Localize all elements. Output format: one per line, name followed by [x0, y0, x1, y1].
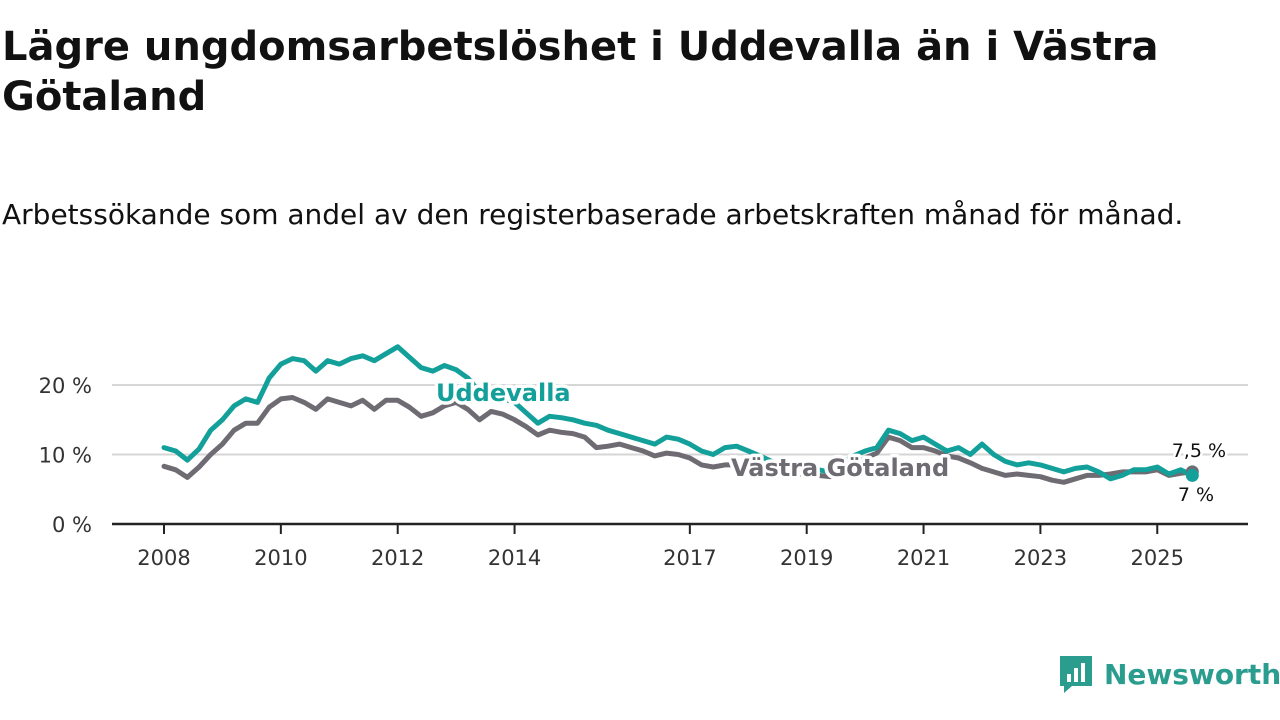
newsworthy-logo-text: Newsworthy [1104, 657, 1280, 691]
x-tick-label: 2008 [137, 546, 190, 570]
series-labels: Uddevalla Västra Götaland 7,5 % 7 % [433, 376, 1229, 509]
x-tick-label: 2021 [897, 546, 950, 570]
x-tick-label: 2017 [663, 546, 716, 570]
vastra-gotaland-end-label: 7,5 % [1172, 440, 1226, 462]
newsworthy-logo-icon [1060, 656, 1092, 693]
x-axis-ticks: 2008 2010 2012 2014 2017 2019 2021 2023 2025 [137, 524, 1184, 570]
x-tick-label: 2025 [1131, 546, 1184, 570]
vastra-gotaland-label: Västra Götaland [731, 454, 949, 482]
gridlines [112, 384, 1248, 456]
line-chart: 0 % 10 % 20 % 2008 2010 2012 2014 2017 2019 2021… [39, 344, 1248, 570]
uddevalla-label: Uddevalla [436, 379, 571, 407]
y-tick-label: 20 % [39, 374, 92, 398]
x-tick-label: 2023 [1014, 546, 1067, 570]
series-lines [161, 344, 1199, 485]
uddevalla-line [161, 344, 1195, 482]
vastra-gotaland-line [161, 395, 1195, 485]
newsworthy-logo: Newsworthy [1058, 654, 1280, 694]
x-tick-label: 2019 [780, 546, 833, 570]
x-tick-label: 2010 [254, 546, 307, 570]
chart-title: Lägre ungdomsarbetslöshet i Uddevalla än… [2, 24, 1159, 120]
x-tick-label: 2014 [488, 546, 541, 570]
y-tick-label: 0 % [52, 513, 92, 537]
x-tick-label: 2012 [371, 546, 424, 570]
uddevalla-end-point [1185, 468, 1199, 482]
y-axis-ticks: 0 % 10 % 20 % [39, 374, 92, 537]
uddevalla-end-label: 7 % [1178, 484, 1214, 506]
y-tick-label: 10 % [39, 444, 92, 468]
chart-subtitle: Arbetssökande som andel av den registerb… [2, 198, 1184, 231]
